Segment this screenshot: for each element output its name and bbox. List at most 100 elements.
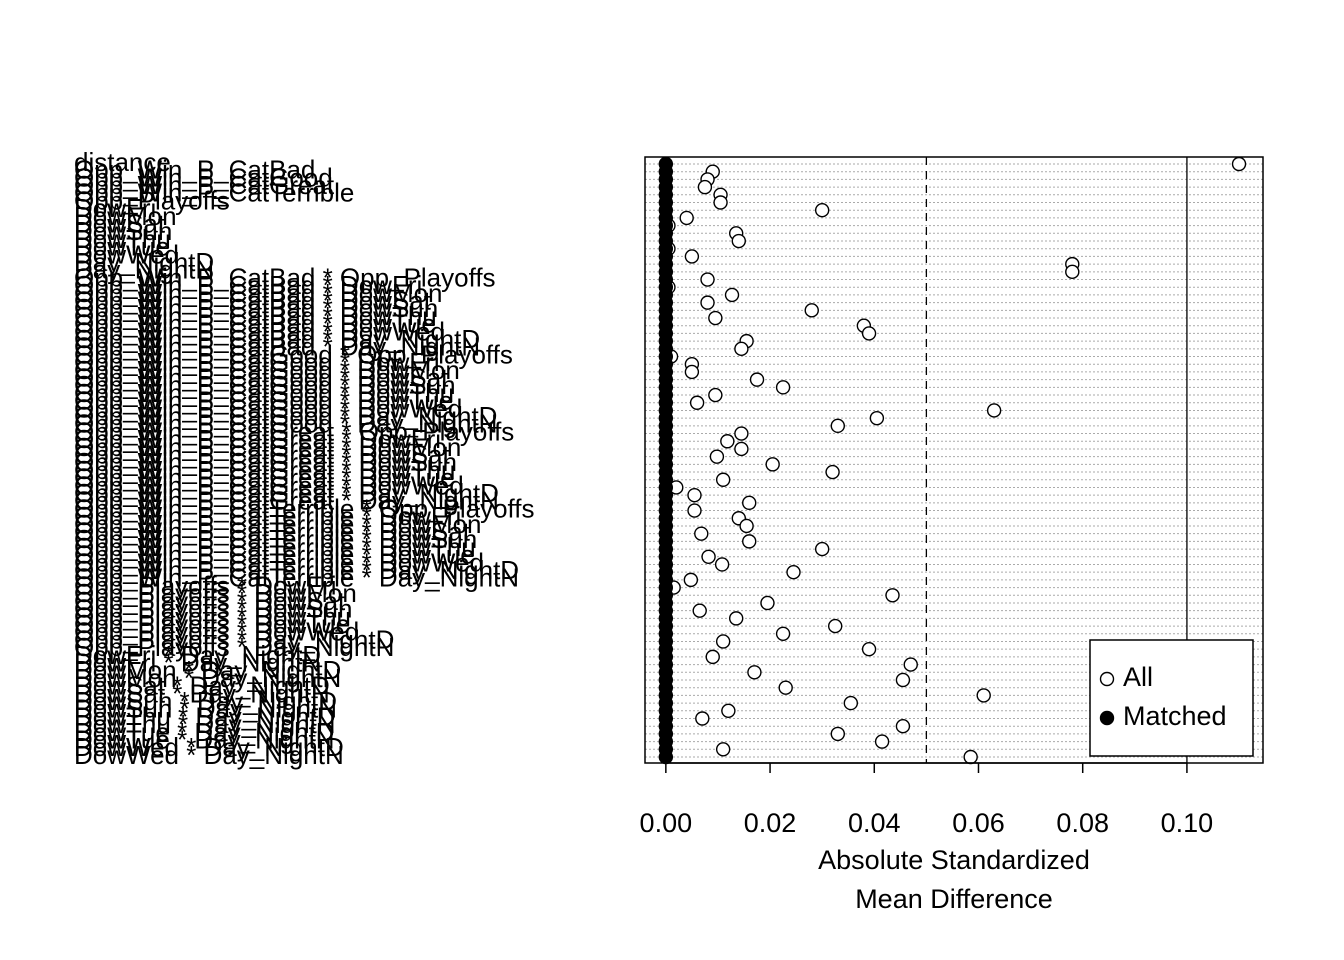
row-label: DowTue * Day_NightN (74, 724, 335, 754)
row-label: Opp_Win_P_CatGood * Day_NightD (74, 401, 497, 431)
x-tick-label: 0.02 (744, 808, 797, 838)
point (708, 310, 723, 326)
point (903, 657, 918, 672)
row-label: DowFri * Day_NightN (74, 647, 321, 677)
row-label: Opp_Win_P_CatBad * Day_NightD (74, 324, 480, 354)
point (814, 541, 830, 557)
row-label: Opp_Win_P_CatGreat * DowMon (74, 432, 461, 462)
row-label: DowMon (74, 201, 177, 231)
row-label: Opp_Win_P_CatBad * DowSun (74, 293, 438, 323)
row-label: Opp_Win_P_CatTerrible * DowTue (74, 540, 475, 570)
row-label: DowFri (74, 193, 156, 223)
x-tick-label: 0.04 (848, 808, 901, 838)
point (705, 649, 720, 665)
x-tick-label: 0.08 (1056, 808, 1109, 838)
row-label: Opp_Playoffs * DowMon (74, 578, 357, 608)
point (683, 572, 699, 588)
x-axis-label: Mean Difference (855, 884, 1053, 914)
point (714, 557, 730, 572)
row-label: Opp_Win_P_CatBad (74, 155, 315, 185)
point (715, 742, 731, 757)
point (747, 665, 762, 680)
point (895, 718, 911, 734)
point (695, 711, 710, 726)
row-label: Opp_Win_P_CatGood * DowSat (74, 363, 449, 393)
point (700, 295, 715, 310)
point (986, 403, 1002, 418)
point (874, 734, 890, 749)
row-label: Opp_Win_P_CatGood * DowWed (74, 393, 462, 423)
row-label: Opp_Win_P_CatTerrible (74, 178, 354, 208)
point (861, 326, 877, 341)
row-label: DowSun (74, 216, 172, 246)
point (843, 695, 859, 711)
row-label: DowSat * Day_NightN (74, 678, 330, 708)
row-label: Opp_Win_P_CatBad * DowFri (74, 270, 422, 300)
row-label: DowThu * Day_NightD (74, 701, 336, 731)
row-label: Opp_Playoffs * DowSat (74, 586, 346, 616)
point (734, 426, 749, 441)
point (709, 449, 725, 464)
row-label: Opp_Win_P_CatGreat (74, 170, 335, 200)
point (739, 518, 754, 534)
row-label: Opp_Win_P_CatTerrible * DowSun (74, 524, 477, 554)
row-label: Opp_Win_P_CatGood * DowTue (74, 386, 453, 416)
point (708, 387, 723, 403)
row-label: Opp_Win_P_CatGood * DowThu (74, 378, 454, 408)
row-label: Opp_Win_P_CatTerrible * DowWed (74, 547, 484, 577)
row-label: Opp_Win_P_CatGreat * DowWed (74, 470, 464, 500)
point (701, 549, 716, 564)
row-label: DowWed (74, 239, 179, 269)
point (895, 672, 911, 688)
row-label: Opp_Win_P_CatBad * DowTue (74, 309, 436, 339)
row-label: DowSat * Day_NightD (74, 671, 330, 701)
row-label: Opp_Win_P_CatBad * Opp_Playoffs (74, 262, 496, 292)
row-label: Opp_Win_P_CatGood * DowSun (74, 370, 456, 400)
row-label: DowTue * Day_NightD (74, 717, 335, 747)
row-label: DowSat (74, 208, 166, 238)
point (1231, 156, 1247, 172)
row-label: Day_NightD (74, 247, 214, 277)
row-label: Opp_Playoffs * DowThu (74, 601, 351, 631)
row-label: DowMon * Day_NightN (74, 663, 341, 693)
row-label: Opp_Win_P_CatBad * DowSat (74, 285, 432, 315)
row-label: Opp_Win_P_CatTerrible * Day_NightN (74, 563, 519, 593)
row-label: Opp_Win_P_CatBad * DowThu (74, 301, 437, 331)
row-label: Opp_Win_P_CatTerrible * DowMon (74, 509, 482, 539)
row-label: Opp_Playoffs * DowWed (74, 617, 359, 647)
point (697, 179, 713, 195)
point (814, 203, 830, 218)
point (885, 588, 900, 603)
point (786, 564, 801, 580)
legend-label: All (1123, 662, 1153, 692)
point (721, 703, 736, 718)
point (976, 688, 991, 703)
row-label: DowSun * Day_NightN (74, 694, 337, 724)
point (692, 603, 707, 618)
row-label: DowThu (74, 224, 171, 254)
row-label: Opp_Win_P_CatBad * Day_NightN (74, 332, 480, 362)
row-label: distance (74, 147, 171, 177)
point (825, 464, 840, 480)
row-label: Opp_Win_P_CatGreat * Opp_Playoffs (74, 416, 514, 446)
point (687, 487, 702, 503)
row-label: Opp_Win_P_CatBad * DowWed (74, 316, 445, 346)
row-label: DowTue (74, 232, 170, 262)
row-label: DowThu * Day_NightN (74, 709, 336, 739)
point (713, 195, 728, 210)
point (679, 210, 694, 226)
point (658, 749, 674, 765)
row-label: Opp_Win_P_CatGreat * DowSun (74, 447, 457, 477)
point (760, 595, 775, 611)
point (715, 634, 731, 649)
row-label: Opp_Win_P_CatTerrible * DowFri (74, 501, 461, 531)
row-label: DowSun * Day_NightD (74, 686, 337, 716)
point (742, 534, 757, 549)
point (694, 526, 709, 541)
row-label: Opp_Win_P_CatTerrible * Day_NightD (74, 555, 519, 585)
row-label: Opp_Playoffs (74, 185, 230, 215)
row-label: Opp_Win_P_CatGreat * DowSat (74, 440, 451, 470)
point (734, 341, 749, 357)
point (684, 249, 700, 264)
